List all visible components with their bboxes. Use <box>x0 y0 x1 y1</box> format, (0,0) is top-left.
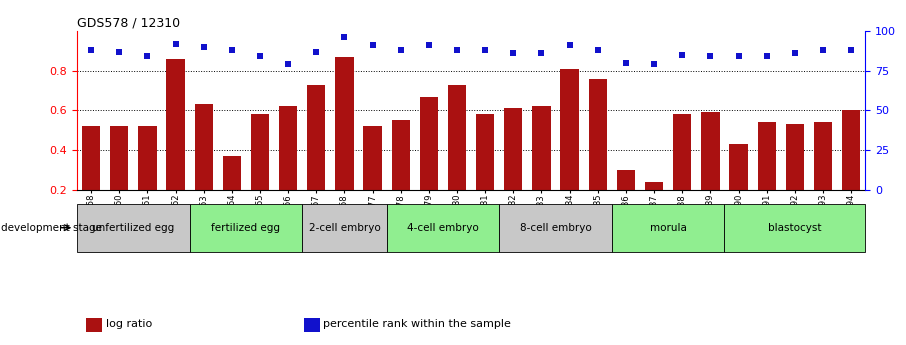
Text: blastocyst: blastocyst <box>768 223 822 233</box>
Point <box>815 47 830 53</box>
Point <box>169 41 183 47</box>
Bar <box>77 204 189 252</box>
Point <box>731 54 746 59</box>
Point <box>365 42 380 48</box>
Text: percentile rank within the sample: percentile rank within the sample <box>323 319 511 329</box>
Bar <box>842 110 861 229</box>
Point <box>112 49 127 55</box>
Bar <box>673 115 691 229</box>
Bar <box>335 57 353 229</box>
Point <box>759 54 774 59</box>
Bar <box>363 126 381 229</box>
Text: GDS578 / 12310: GDS578 / 12310 <box>77 17 180 30</box>
Point <box>337 34 352 40</box>
Bar <box>476 115 495 229</box>
Point <box>449 47 464 53</box>
Point <box>506 50 521 56</box>
Text: fertilized egg: fertilized egg <box>211 223 281 233</box>
Bar <box>814 122 832 229</box>
Point <box>393 47 408 53</box>
Bar <box>139 126 157 229</box>
Point <box>281 62 295 67</box>
Point <box>619 60 633 66</box>
Point <box>140 54 155 59</box>
Bar <box>167 59 185 229</box>
Point <box>309 49 323 55</box>
Bar <box>701 112 719 229</box>
Bar <box>303 204 387 252</box>
Bar <box>729 144 747 229</box>
Point <box>253 54 267 59</box>
Text: log ratio: log ratio <box>106 319 152 329</box>
Bar <box>612 204 725 252</box>
Text: development stage: development stage <box>1 223 101 233</box>
Point <box>478 47 493 53</box>
Bar <box>391 120 410 229</box>
Bar <box>645 182 663 229</box>
Text: 4-cell embryo: 4-cell embryo <box>407 223 479 233</box>
Point <box>535 50 549 56</box>
Bar <box>589 79 607 229</box>
Bar <box>725 204 865 252</box>
Text: 8-cell embryo: 8-cell embryo <box>520 223 592 233</box>
Bar <box>387 204 499 252</box>
Bar <box>757 122 776 229</box>
Bar <box>419 97 438 229</box>
Text: unfertilized egg: unfertilized egg <box>92 223 175 233</box>
Bar <box>307 85 325 229</box>
Bar <box>533 106 551 229</box>
Bar <box>499 204 612 252</box>
Bar <box>279 106 297 229</box>
Bar <box>251 115 269 229</box>
Text: morula: morula <box>650 223 687 233</box>
Point <box>591 47 605 53</box>
Point <box>225 47 239 53</box>
Bar <box>223 156 241 229</box>
Point <box>421 42 436 48</box>
Bar <box>617 170 635 229</box>
Point <box>787 50 802 56</box>
Bar <box>111 126 129 229</box>
Point <box>843 47 858 53</box>
Text: 2-cell embryo: 2-cell embryo <box>309 223 381 233</box>
Bar <box>786 124 804 229</box>
Bar <box>561 69 579 229</box>
Point <box>647 62 661 67</box>
Bar <box>195 105 213 229</box>
Point <box>675 52 689 58</box>
Point <box>84 47 99 53</box>
Bar <box>505 108 523 229</box>
Point <box>703 54 718 59</box>
Bar <box>82 126 101 229</box>
Point <box>197 44 211 50</box>
Bar <box>448 85 467 229</box>
Point <box>563 42 577 48</box>
Bar <box>189 204 303 252</box>
